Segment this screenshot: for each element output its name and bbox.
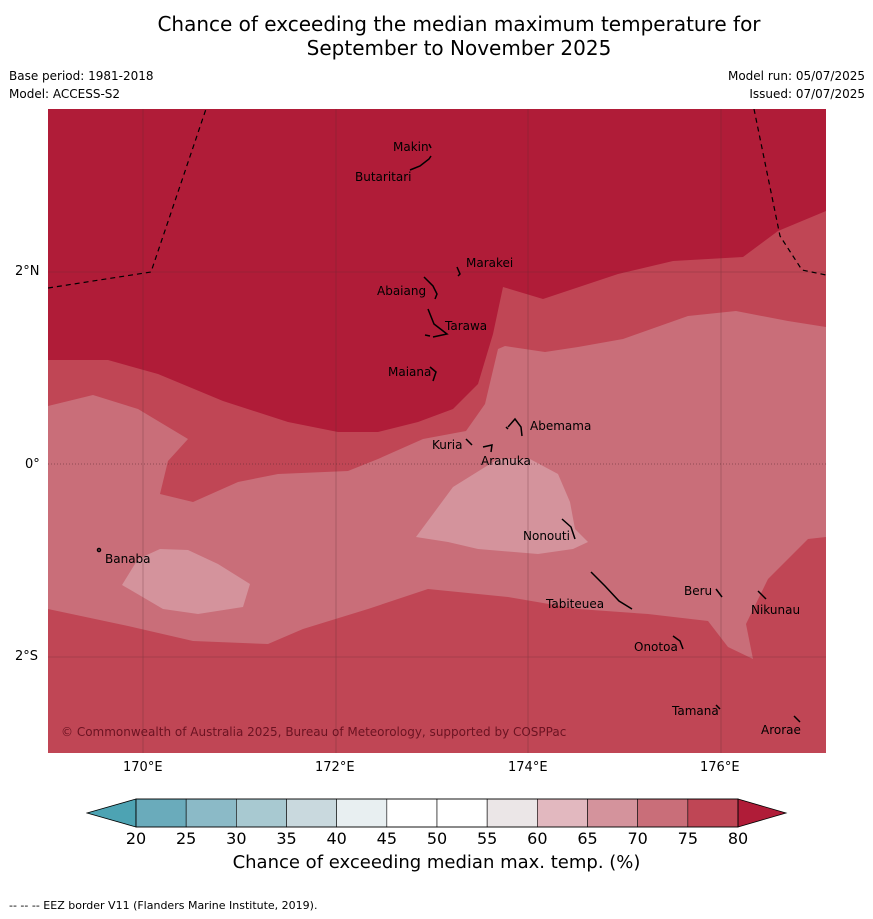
- colorbar-tick-label: 25: [176, 829, 196, 848]
- eez-border: [48, 109, 826, 289]
- lat-label-2s: 2°S: [15, 649, 39, 664]
- lon-label-170e: 170°E: [123, 760, 163, 775]
- place-abemama: Abemama: [530, 419, 591, 433]
- colorbar-cell: [587, 798, 638, 828]
- place-labels: Makin Butaritari Marakei Abaiang Tarawa …: [105, 140, 801, 737]
- colorbar-tick-label: 75: [678, 829, 698, 848]
- colorbar-cell: [185, 798, 237, 828]
- colorbar-cell: [637, 798, 689, 828]
- title-line-2: September to November 2025: [306, 36, 612, 60]
- colorbar-cell: [537, 798, 588, 828]
- place-makin: Makin: [393, 140, 429, 154]
- region-70-75: [48, 311, 826, 659]
- place-butaritari: Butaritari: [355, 170, 412, 184]
- copyright-notice: © Commonwealth of Australia 2025, Bureau…: [61, 725, 566, 739]
- colorbar-tick-label: 20: [126, 829, 146, 848]
- colorbar: 20 25 30 35 40 45 50 55 60 65 70 75 80: [86, 798, 788, 848]
- colorbar-cell: [236, 798, 287, 828]
- colorbar-label: Chance of exceeding median max. temp. (%…: [232, 852, 641, 873]
- place-aranuka: Aranuka: [481, 454, 531, 468]
- colorbar-tick-label: 70: [627, 829, 647, 848]
- colorbar-cell: [436, 798, 488, 828]
- place-tarawa: Tarawa: [444, 319, 487, 333]
- place-tamana: Tamana: [671, 704, 719, 718]
- colorbar-tick-label: 80: [728, 829, 748, 848]
- base-period: Base period: 1981-2018: [9, 69, 154, 83]
- region-65-70-south: [416, 459, 588, 554]
- colorbar-tick-label: 40: [326, 829, 346, 848]
- colorbar-tick-label: 50: [427, 829, 447, 848]
- colorbar-cell: [687, 798, 739, 828]
- colorbar-cell: [135, 798, 187, 828]
- model-run: Model run: 05/07/2025: [727, 69, 865, 83]
- issued-date: Issued: 07/07/2025: [749, 87, 865, 101]
- title-line-1: Chance of exceeding the median maximum t…: [157, 12, 761, 36]
- island-outlines: [96, 143, 801, 723]
- lon-label-176e: 176°E: [700, 760, 740, 775]
- place-banaba: Banaba: [105, 552, 151, 566]
- model-name: Model: ACCESS-S2: [9, 87, 121, 101]
- colorbar-tick-label: 45: [377, 829, 397, 848]
- colorbar-low-arrow: [86, 798, 137, 828]
- lon-label-174e: 174°E: [508, 760, 548, 775]
- colorbar-cell: [286, 798, 337, 828]
- colorbar-cell: [336, 798, 388, 828]
- place-maiana: Maiana: [388, 365, 431, 379]
- lon-label-172e: 172°E: [315, 760, 355, 775]
- place-onotoa: Onotoa: [634, 640, 678, 654]
- eez-footer: -- -- -- EEZ border V11 (Flanders Marine…: [9, 899, 318, 912]
- map-title: Chance of exceeding the median maximum t…: [0, 12, 873, 60]
- lat-label-0: 0°: [25, 457, 40, 472]
- colorbar-tick-label: 30: [226, 829, 246, 848]
- place-arorae: Arorae: [761, 723, 801, 737]
- region-65-70-west: [122, 549, 250, 614]
- colorbar-tick-label: 55: [477, 829, 497, 848]
- colorbar-tick-label: 60: [527, 829, 547, 848]
- colorbar-tick-label: 65: [577, 829, 597, 848]
- place-tabiteuea: Tabiteuea: [545, 597, 604, 611]
- lat-label-2n: 2°N: [15, 264, 40, 279]
- place-marakei: Marakei: [466, 256, 513, 270]
- colorbar-cell: [486, 798, 538, 828]
- colorbar-tick-label: 35: [276, 829, 296, 848]
- place-kuria: Kuria: [432, 438, 463, 452]
- place-abaiang: Abaiang: [377, 284, 426, 298]
- colorbar-high-arrow: [737, 798, 788, 828]
- place-nonouti: Nonouti: [523, 529, 570, 543]
- meta-left: Base period: 1981-2018 Model: ACCESS-S2: [9, 67, 154, 103]
- place-beru: Beru: [684, 584, 712, 598]
- colorbar-cell: [386, 798, 438, 828]
- meta-right: Model run: 05/07/2025 Issued: 07/07/2025: [728, 67, 865, 103]
- forecast-map: Makin Butaritari Marakei Abaiang Tarawa …: [48, 109, 826, 753]
- place-nikunau: Nikunau: [751, 603, 800, 617]
